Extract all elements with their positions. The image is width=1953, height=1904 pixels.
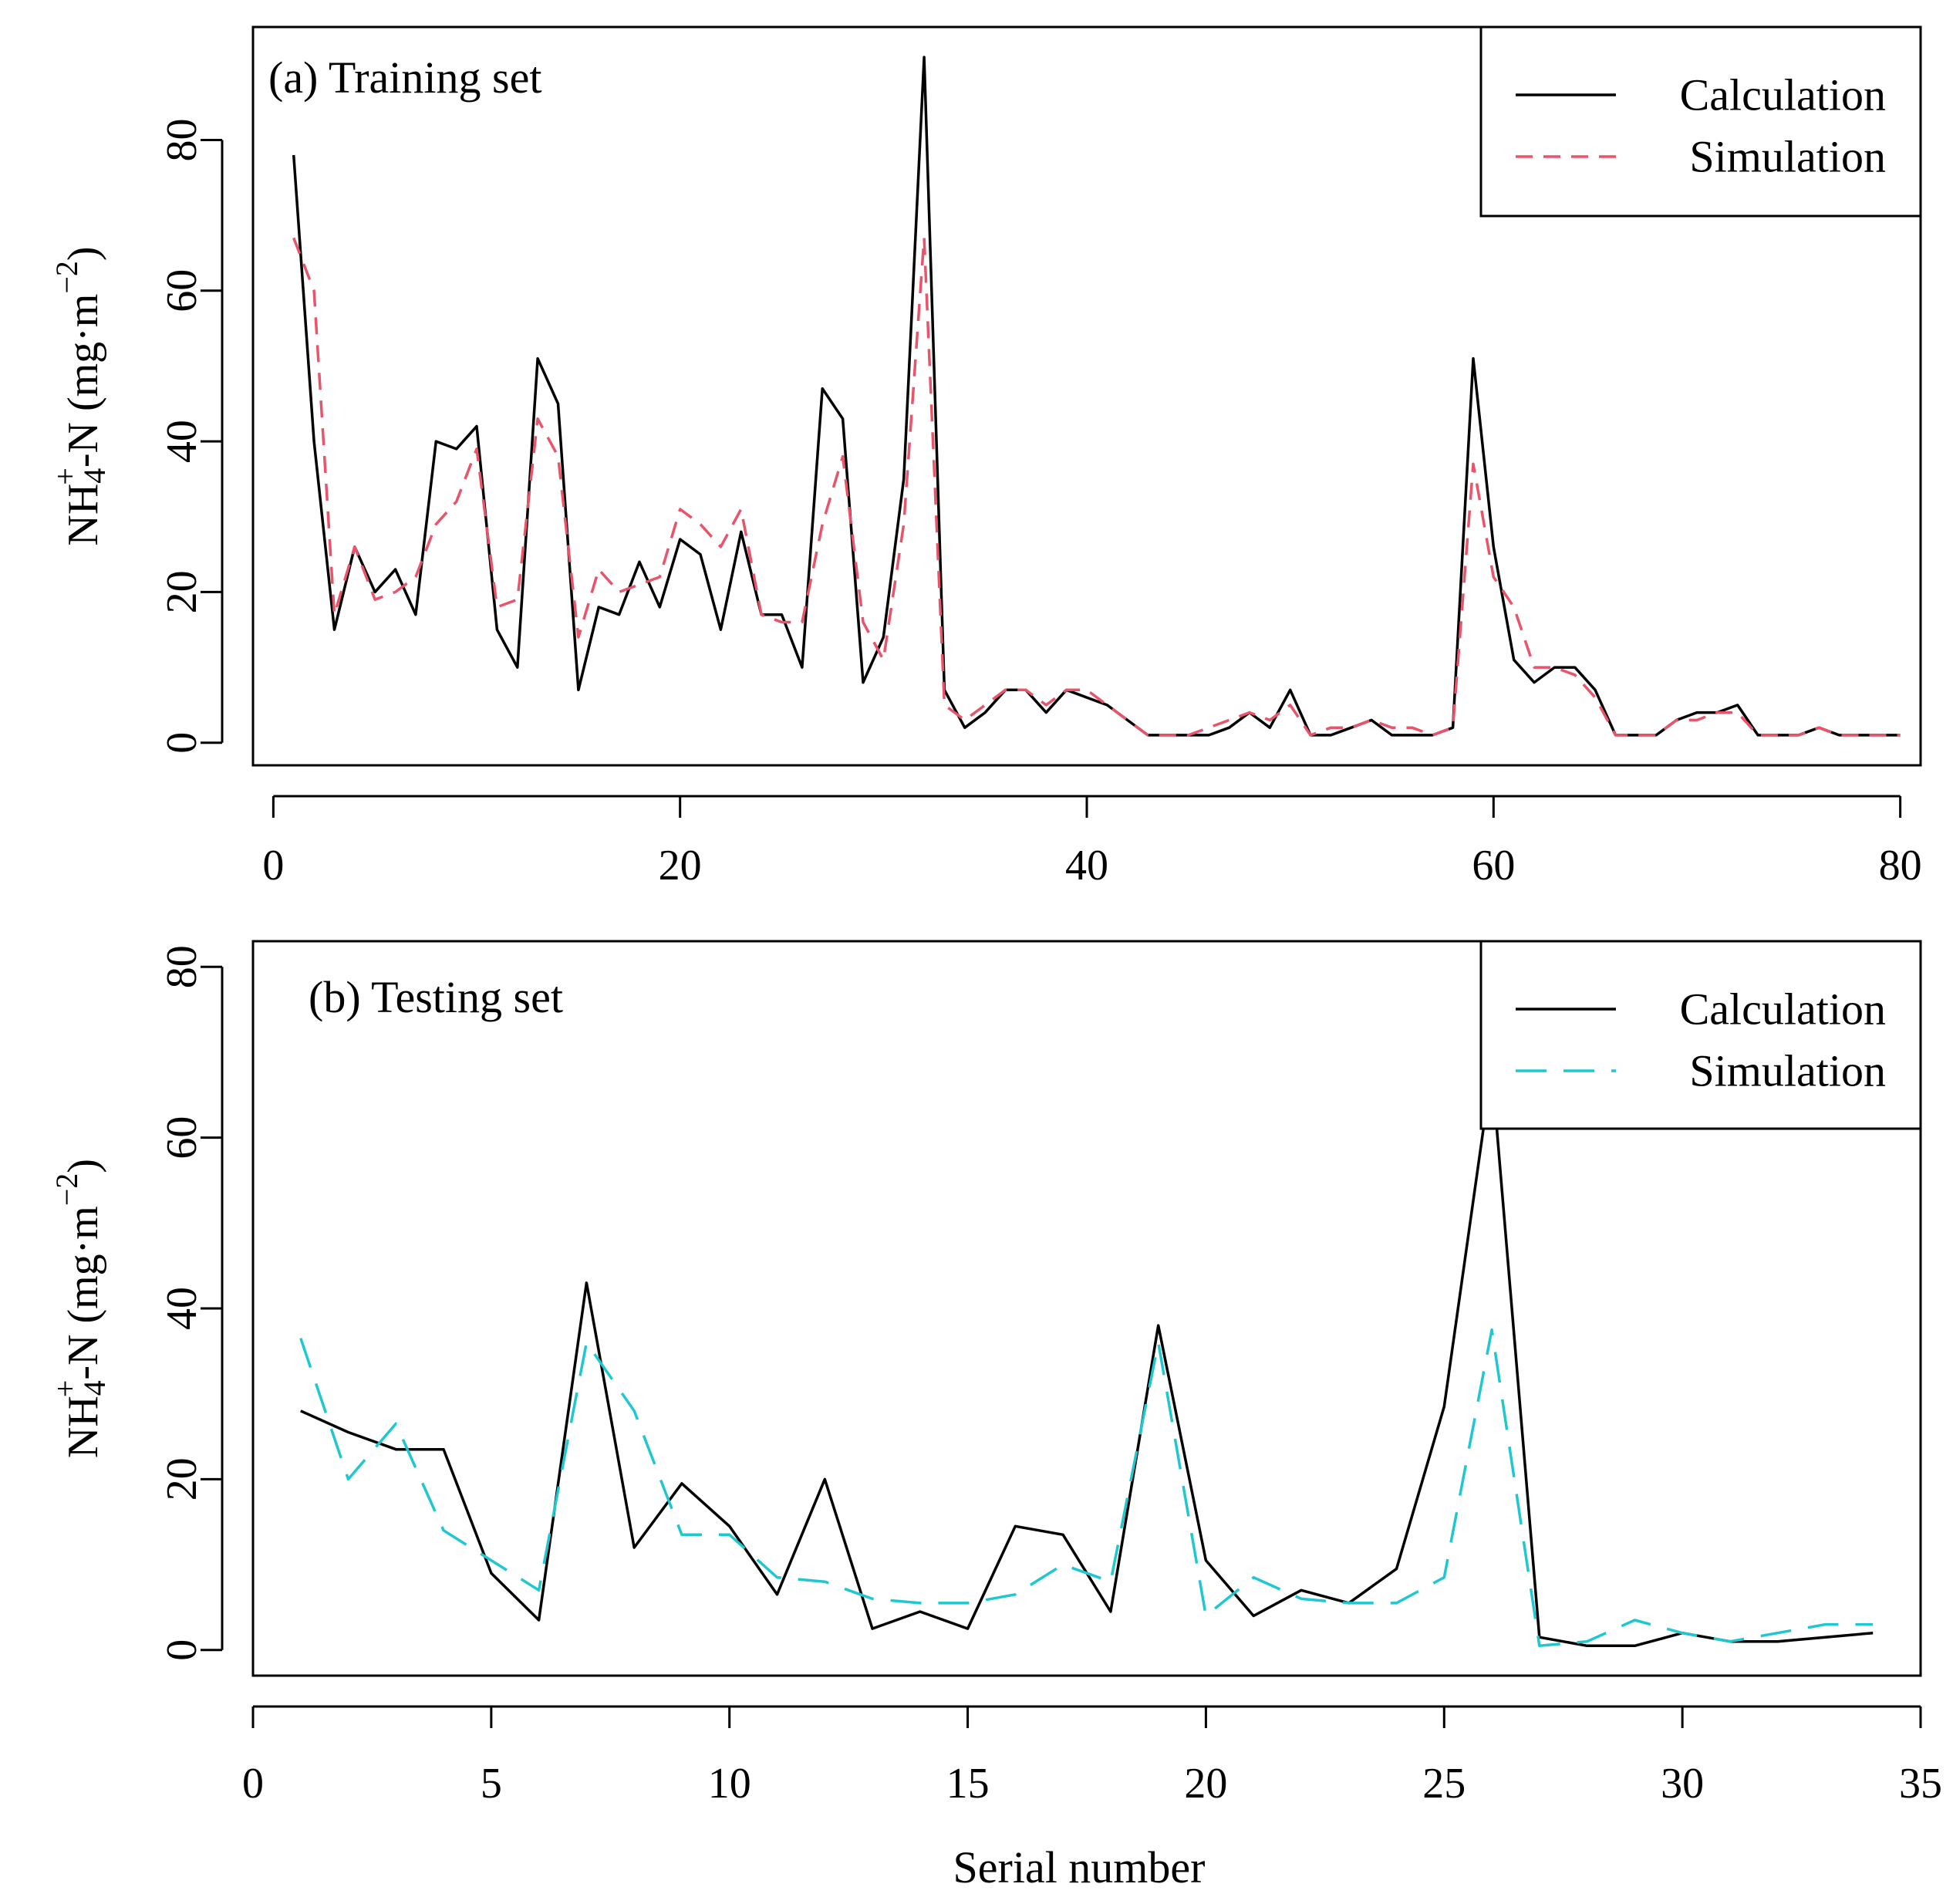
x-tick-label: 10 bbox=[708, 1760, 751, 1808]
panel-training: 0 20 40 60 80 0 20 40 60 80 NH4+-N (mg·m−2) (a) Tra… bbox=[48, 25, 1922, 890]
x-tick-label: 35 bbox=[1899, 1760, 1942, 1808]
x-tick-label: 30 bbox=[1661, 1760, 1704, 1808]
plot-frame bbox=[251, 25, 1922, 767]
y-axis-label-part: NH bbox=[59, 1396, 107, 1458]
legend-box bbox=[1479, 25, 1922, 218]
x-tick-label: 40 bbox=[1065, 842, 1108, 890]
x-tick-label: 5 bbox=[481, 1760, 502, 1808]
panel-testing: 0 5 10 15 20 25 30 35 0 20 40 60 80 NH4+-N (mg·m−2) (b… bbox=[48, 940, 1942, 1892]
legend-label-simulation: Simulation bbox=[1689, 1046, 1886, 1096]
x-tick-label: 20 bbox=[659, 842, 702, 890]
y-tick-label: 0 bbox=[158, 1639, 206, 1661]
y-tick-label: 80 bbox=[158, 118, 206, 161]
y-axis-label-part: ) bbox=[59, 246, 107, 261]
x-tick-label: 0 bbox=[262, 842, 284, 890]
x-tick-label: 15 bbox=[946, 1760, 990, 1808]
y-tick-label: 0 bbox=[158, 732, 206, 754]
y-tick-label: 20 bbox=[158, 570, 206, 613]
y-axis-label-part: -N (mg·m bbox=[59, 294, 107, 468]
y-tick-label: 40 bbox=[158, 1287, 206, 1330]
y-axis-label-part: + bbox=[48, 1380, 83, 1398]
x-tick-label: 25 bbox=[1422, 1760, 1466, 1808]
x-axis-label: Serial number bbox=[953, 1842, 1206, 1892]
y-axis-label-part: 4 bbox=[77, 1380, 112, 1396]
legend-label-simulation: Simulation bbox=[1689, 132, 1886, 182]
series-line-simulation bbox=[299, 1328, 1874, 1648]
y-axis-label-part: -N (mg·m bbox=[59, 1206, 107, 1380]
y-axis-label-part: + bbox=[48, 468, 83, 485]
x-tick-label: 0 bbox=[242, 1760, 264, 1808]
y-tick-label: 60 bbox=[158, 1116, 206, 1160]
y-tick-label: 80 bbox=[158, 945, 206, 988]
series-line-simulation bbox=[292, 236, 1901, 737]
y-axis-label-part: −2 bbox=[49, 1173, 84, 1207]
x-tick-label: 60 bbox=[1472, 842, 1515, 890]
x-tick-label: 80 bbox=[1879, 842, 1922, 890]
legend-label-calculation: Calculation bbox=[1680, 70, 1886, 120]
y-axis-label-part: NH bbox=[59, 484, 107, 546]
y-tick-label: 40 bbox=[158, 420, 206, 463]
y-axis-label-part: ) bbox=[59, 1159, 107, 1173]
x-tick-label: 20 bbox=[1184, 1760, 1227, 1808]
y-axis-label: NH4+-N (mg·m−2) bbox=[48, 1159, 112, 1458]
y-axis-label-part: 4 bbox=[77, 468, 112, 484]
legend-box bbox=[1479, 940, 1922, 1130]
y-tick-label: 20 bbox=[158, 1457, 206, 1501]
panel-title: (b) Testing set bbox=[309, 972, 563, 1022]
y-axis-label-part: −2 bbox=[49, 261, 84, 294]
plot-frame bbox=[251, 940, 1922, 1677]
y-axis-label: NH4+-N (mg·m−2) bbox=[48, 246, 112, 545]
panel-title: (a) Training set bbox=[268, 52, 541, 103]
legend-label-calculation: Calculation bbox=[1680, 984, 1886, 1035]
y-tick-label: 60 bbox=[158, 269, 206, 312]
series-line-calculation bbox=[292, 56, 1901, 737]
